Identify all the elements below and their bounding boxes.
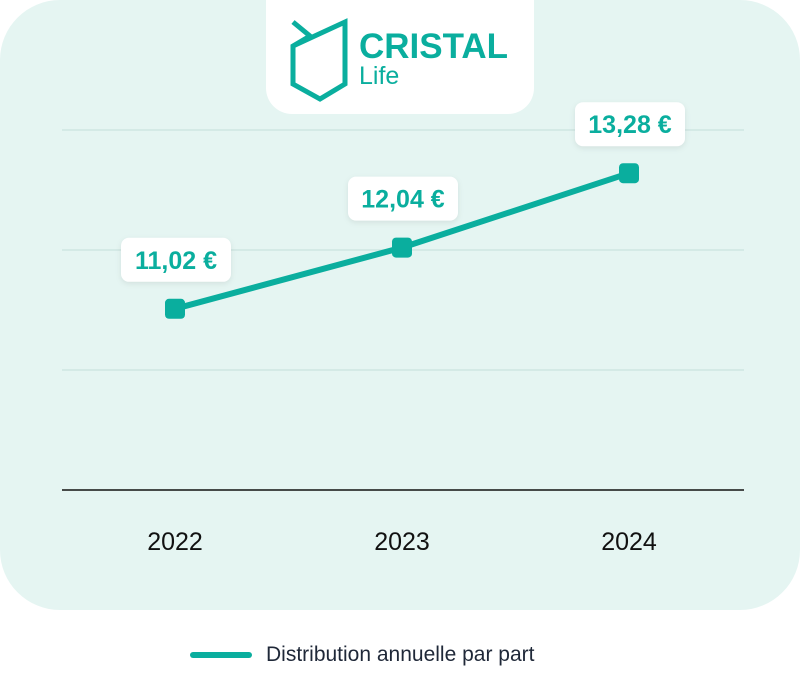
logo-shield-icon: [290, 18, 348, 102]
legend-swatch: [190, 652, 252, 658]
cristal-life-logo: CRISTAL Life: [290, 18, 508, 102]
x-tick-label: 2022: [147, 528, 203, 556]
x-tick-label: 2024: [601, 528, 657, 556]
data-label: 11,02 €: [135, 247, 217, 275]
line-chart: 2022 2023 2024 11,02 € 12,04 € 13,28 €: [62, 102, 744, 556]
data-label: 12,04 €: [361, 186, 445, 214]
data-label-box: [575, 102, 685, 147]
data-label-box: [348, 176, 458, 221]
data-point: [392, 237, 412, 258]
data-point: [619, 163, 639, 184]
data-label-box: [121, 237, 231, 282]
data-label: 13,28 €: [588, 111, 672, 139]
legend: Distribution annuelle par part: [190, 643, 535, 667]
legend-label: Distribution annuelle par part: [266, 643, 535, 666]
data-point: [165, 298, 185, 319]
logo-sub: Life: [359, 62, 399, 90]
x-tick-label: 2023: [374, 528, 430, 556]
logo-name: CRISTAL: [359, 27, 508, 66]
